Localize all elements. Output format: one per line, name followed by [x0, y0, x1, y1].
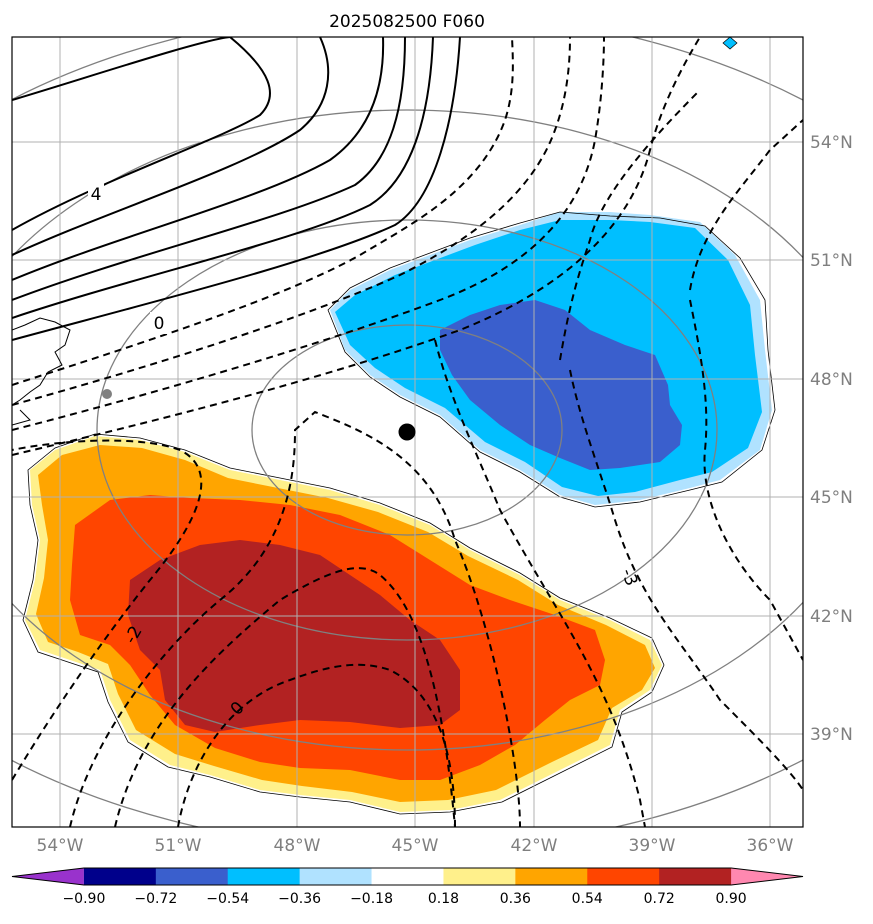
colorbar-tick-label: −0.90	[62, 891, 105, 907]
colorbar-swatch	[155, 868, 229, 885]
map-area: 4 0 -2 0 -3	[12, 37, 803, 827]
lat-label-45: 45°N	[810, 488, 853, 508]
colorbar-swatch	[83, 868, 157, 885]
colorbar-swatch	[12, 868, 84, 885]
colorbar-swatch	[227, 868, 301, 885]
colorbar-tick-label: 0.18	[428, 891, 459, 907]
contour-labels: 4 0 -2 0 -3	[88, 183, 641, 720]
lon-label-42: 42°W	[511, 836, 558, 856]
contour-label-0-upper: 0	[154, 314, 165, 334]
lon-label-48: 48°W	[274, 836, 321, 856]
projection-circles	[12, 37, 803, 827]
lon-labels: 54°W 51°W 48°W 45°W 42°W 39°W 36°W	[37, 836, 794, 856]
colorbar-tick-label: −0.72	[134, 891, 177, 907]
storm-center-dot	[398, 423, 416, 441]
negative-anomaly-outline	[327, 211, 776, 508]
contour-label-4: 4	[91, 185, 102, 205]
colorbar-outline	[11, 867, 804, 886]
lat-label-54: 54°N	[810, 133, 853, 153]
colorbar: −0.90 −0.72 −0.54 −0.36 −0.18 0.18 0.36 0.54 0.7…	[11, 867, 804, 907]
lat-label-51: 51°N	[810, 251, 853, 271]
lon-label-51: 51°W	[155, 836, 202, 856]
positive-anomaly-outline	[22, 433, 665, 815]
colorbar-tick-label: −0.18	[350, 891, 393, 907]
lat-label-42: 42°N	[810, 607, 853, 627]
lon-label-39: 39°W	[629, 836, 676, 856]
lat-labels: 54°N 51°N 48°N 45°N 42°N 39°N	[810, 133, 853, 745]
contour-label-minus3: -3	[617, 566, 642, 589]
colorbar-swatch	[587, 868, 660, 885]
colorbar-swatch	[443, 868, 516, 885]
colorbar-tick-label: −0.36	[278, 891, 321, 907]
map-frame	[11, 36, 804, 828]
colorbar-swatch	[299, 868, 373, 885]
lon-label-54: 54°W	[37, 836, 84, 856]
solid-contours	[12, 37, 461, 341]
colorbar-tick-label: 0.72	[644, 891, 675, 907]
dashed-contours	[12, 37, 803, 827]
colorbar-swatch	[515, 868, 588, 885]
coastline	[12, 317, 71, 426]
landmark-dot	[102, 389, 112, 399]
lon-label-36: 36°W	[747, 836, 794, 856]
lon-label-45: 45°W	[392, 836, 439, 856]
positive-anomaly-core	[128, 540, 460, 732]
chart-title: 2025082500 F060	[329, 12, 485, 32]
lat-label-48: 48°N	[810, 370, 853, 390]
colorbar-swatch	[659, 868, 732, 885]
colorbar-tick-label: 0.36	[500, 891, 531, 907]
colorbar-tick-label: −0.54	[206, 891, 249, 907]
negative-anomaly-core	[440, 300, 682, 470]
lat-label-39: 39°N	[810, 725, 853, 745]
gridlines	[12, 37, 803, 827]
colorbar-tick-label: 0.90	[716, 891, 747, 907]
small-anomaly-marker	[722, 37, 738, 50]
colorbar-swatch	[371, 868, 444, 885]
colorbar-tick-label: 0.54	[572, 891, 603, 907]
colorbar-swatch	[731, 868, 803, 885]
